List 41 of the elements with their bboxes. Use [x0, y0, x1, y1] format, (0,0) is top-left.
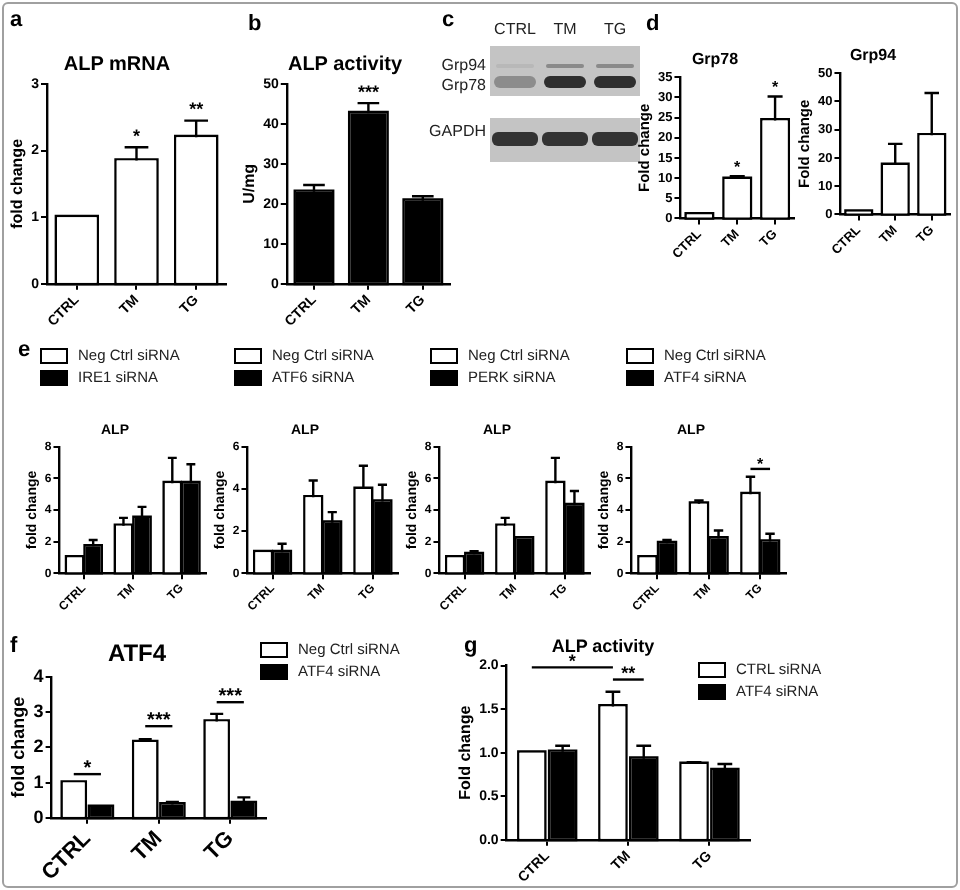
category-label: TM: [553, 20, 577, 40]
text: Grp94: [441, 56, 486, 76]
text: g: [464, 634, 478, 658]
annotation: *: [771, 77, 780, 96]
annotation: **: [189, 99, 205, 120]
annotation: *: [757, 455, 766, 474]
y-axis-title: U/mg: [240, 163, 259, 204]
chart-title: ALP activity: [287, 53, 403, 76]
y-tick-label: 1: [33, 771, 44, 792]
text: d: [646, 12, 660, 36]
y-axis-title: fold change: [8, 137, 27, 229]
y-tick-label: 0: [33, 806, 44, 827]
annotation: ***: [357, 81, 380, 102]
chart-title: ALP activity: [551, 635, 655, 656]
annotation: GAPDH: [429, 122, 486, 142]
category-label: TG: [603, 20, 627, 40]
annotation: Grp78: [441, 76, 486, 96]
chart-title: ATF4: [107, 639, 167, 668]
text: f: [10, 634, 18, 658]
chart-title: Grp78: [691, 50, 740, 69]
chart-title: Grp94: [849, 46, 898, 65]
category-label: CTRL: [494, 20, 536, 40]
x-tick-label: TM: [127, 826, 168, 867]
chart-title: ALP mRNA: [63, 53, 171, 76]
y-tick-label: 2: [33, 736, 44, 757]
x-tick-label: TG: [200, 826, 239, 866]
text: e: [18, 338, 31, 362]
annotation: *: [734, 158, 743, 177]
annotation: *: [83, 757, 92, 780]
text: a: [10, 8, 23, 32]
annotation: ***: [218, 685, 243, 708]
y-tick-label: 4: [33, 665, 44, 686]
y-tick-label: 3: [33, 701, 44, 722]
text: b: [248, 12, 262, 36]
annotation: *: [132, 125, 141, 146]
annotation: **: [621, 663, 637, 684]
annotation: ***: [147, 709, 171, 732]
text: c: [442, 8, 455, 32]
y-axis-title: Fold change: [456, 704, 475, 800]
y-axis-title: fold change: [7, 696, 28, 798]
annotation: *: [568, 651, 577, 672]
